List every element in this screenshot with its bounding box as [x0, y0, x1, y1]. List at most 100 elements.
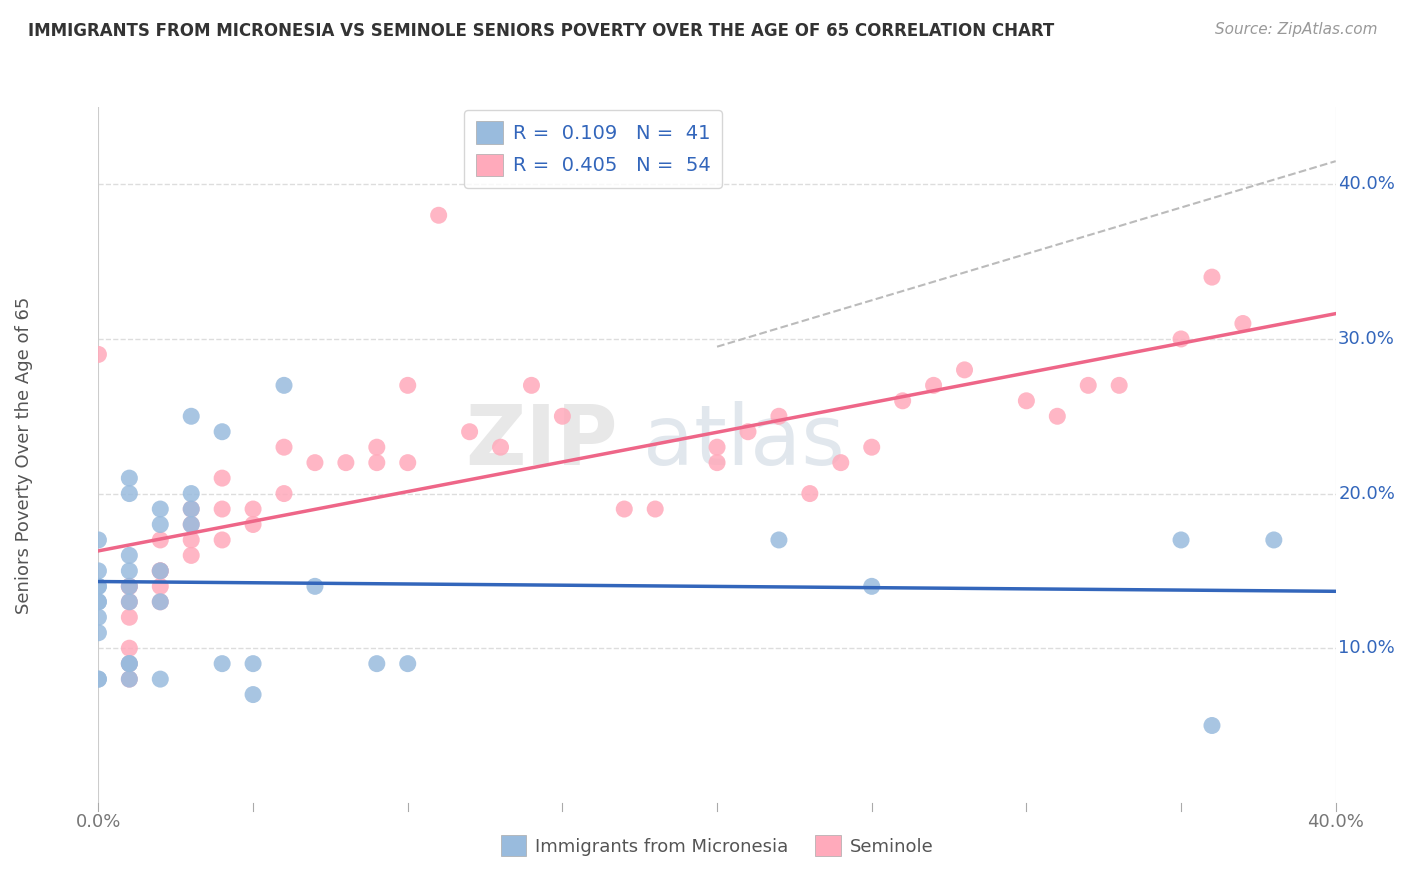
Text: 20.0%: 20.0% [1339, 484, 1395, 502]
Point [180, 502, 202, 516]
Text: IMMIGRANTS FROM MICRONESIA VS SEMINOLE SENIORS POVERTY OVER THE AGE OF 65 CORREL: IMMIGRANTS FROM MICRONESIA VS SEMINOLE S… [28, 22, 1054, 40]
Point [1170, 533, 1192, 547]
Point [335, 456, 357, 470]
Point [118, 672, 141, 686]
Text: ZIP: ZIP [465, 401, 619, 482]
Point [87, 347, 110, 361]
Point [87, 672, 110, 686]
Point [768, 533, 790, 547]
Point [396, 657, 419, 671]
Point [180, 517, 202, 532]
Point [520, 378, 543, 392]
Point [118, 564, 141, 578]
Point [613, 502, 636, 516]
Point [118, 641, 141, 656]
Point [118, 486, 141, 500]
Point [149, 502, 172, 516]
Point [273, 440, 295, 454]
Point [1077, 378, 1099, 392]
Point [180, 502, 202, 516]
Point [211, 657, 233, 671]
Point [118, 595, 141, 609]
Point [1015, 393, 1038, 408]
Point [118, 657, 141, 671]
Point [304, 456, 326, 470]
Point [273, 378, 295, 392]
Point [118, 595, 141, 609]
Point [87, 579, 110, 593]
Text: 10.0%: 10.0% [1339, 640, 1395, 657]
Point [149, 595, 172, 609]
Point [118, 657, 141, 671]
Text: Source: ZipAtlas.com: Source: ZipAtlas.com [1215, 22, 1378, 37]
Point [87, 625, 110, 640]
Point [366, 657, 388, 671]
Point [304, 579, 326, 593]
Point [1046, 409, 1069, 424]
Point [87, 595, 110, 609]
Point [211, 425, 233, 439]
Point [87, 564, 110, 578]
Point [737, 425, 759, 439]
Point [118, 579, 141, 593]
Point [149, 579, 172, 593]
Point [1201, 270, 1223, 285]
Point [211, 502, 233, 516]
Point [1108, 378, 1130, 392]
Point [118, 579, 141, 593]
Point [87, 579, 110, 593]
Point [87, 595, 110, 609]
Point [87, 672, 110, 686]
Point [366, 440, 388, 454]
Point [149, 564, 172, 578]
Point [180, 533, 202, 547]
Point [149, 564, 172, 578]
Point [118, 471, 141, 485]
Point [1170, 332, 1192, 346]
Point [118, 672, 141, 686]
Text: 40.0%: 40.0% [1339, 176, 1395, 194]
Text: Seniors Poverty Over the Age of 65: Seniors Poverty Over the Age of 65 [15, 296, 34, 614]
Legend: Immigrants from Micronesia, Seminole: Immigrants from Micronesia, Seminole [494, 828, 941, 863]
Point [551, 409, 574, 424]
Point [1201, 718, 1223, 732]
Point [860, 440, 883, 454]
Point [768, 409, 790, 424]
Point [87, 610, 110, 624]
Point [706, 456, 728, 470]
Point [706, 440, 728, 454]
Point [149, 672, 172, 686]
Point [242, 688, 264, 702]
Point [366, 456, 388, 470]
Point [118, 657, 141, 671]
Point [242, 502, 264, 516]
Point [149, 564, 172, 578]
Point [149, 517, 172, 532]
Point [118, 579, 141, 593]
Point [180, 549, 202, 563]
Point [953, 363, 976, 377]
Point [242, 657, 264, 671]
Point [242, 517, 264, 532]
Point [644, 502, 666, 516]
Point [149, 595, 172, 609]
Point [180, 486, 202, 500]
Point [149, 533, 172, 547]
Point [396, 456, 419, 470]
Point [458, 425, 481, 439]
Text: 30.0%: 30.0% [1339, 330, 1395, 348]
Point [1232, 317, 1254, 331]
Point [211, 471, 233, 485]
Point [891, 393, 914, 408]
Text: atlas: atlas [643, 401, 845, 482]
Point [180, 409, 202, 424]
Point [1263, 533, 1285, 547]
Point [118, 549, 141, 563]
Point [489, 440, 512, 454]
Point [87, 533, 110, 547]
Point [118, 610, 141, 624]
Point [860, 579, 883, 593]
Point [211, 533, 233, 547]
Point [180, 517, 202, 532]
Point [799, 486, 821, 500]
